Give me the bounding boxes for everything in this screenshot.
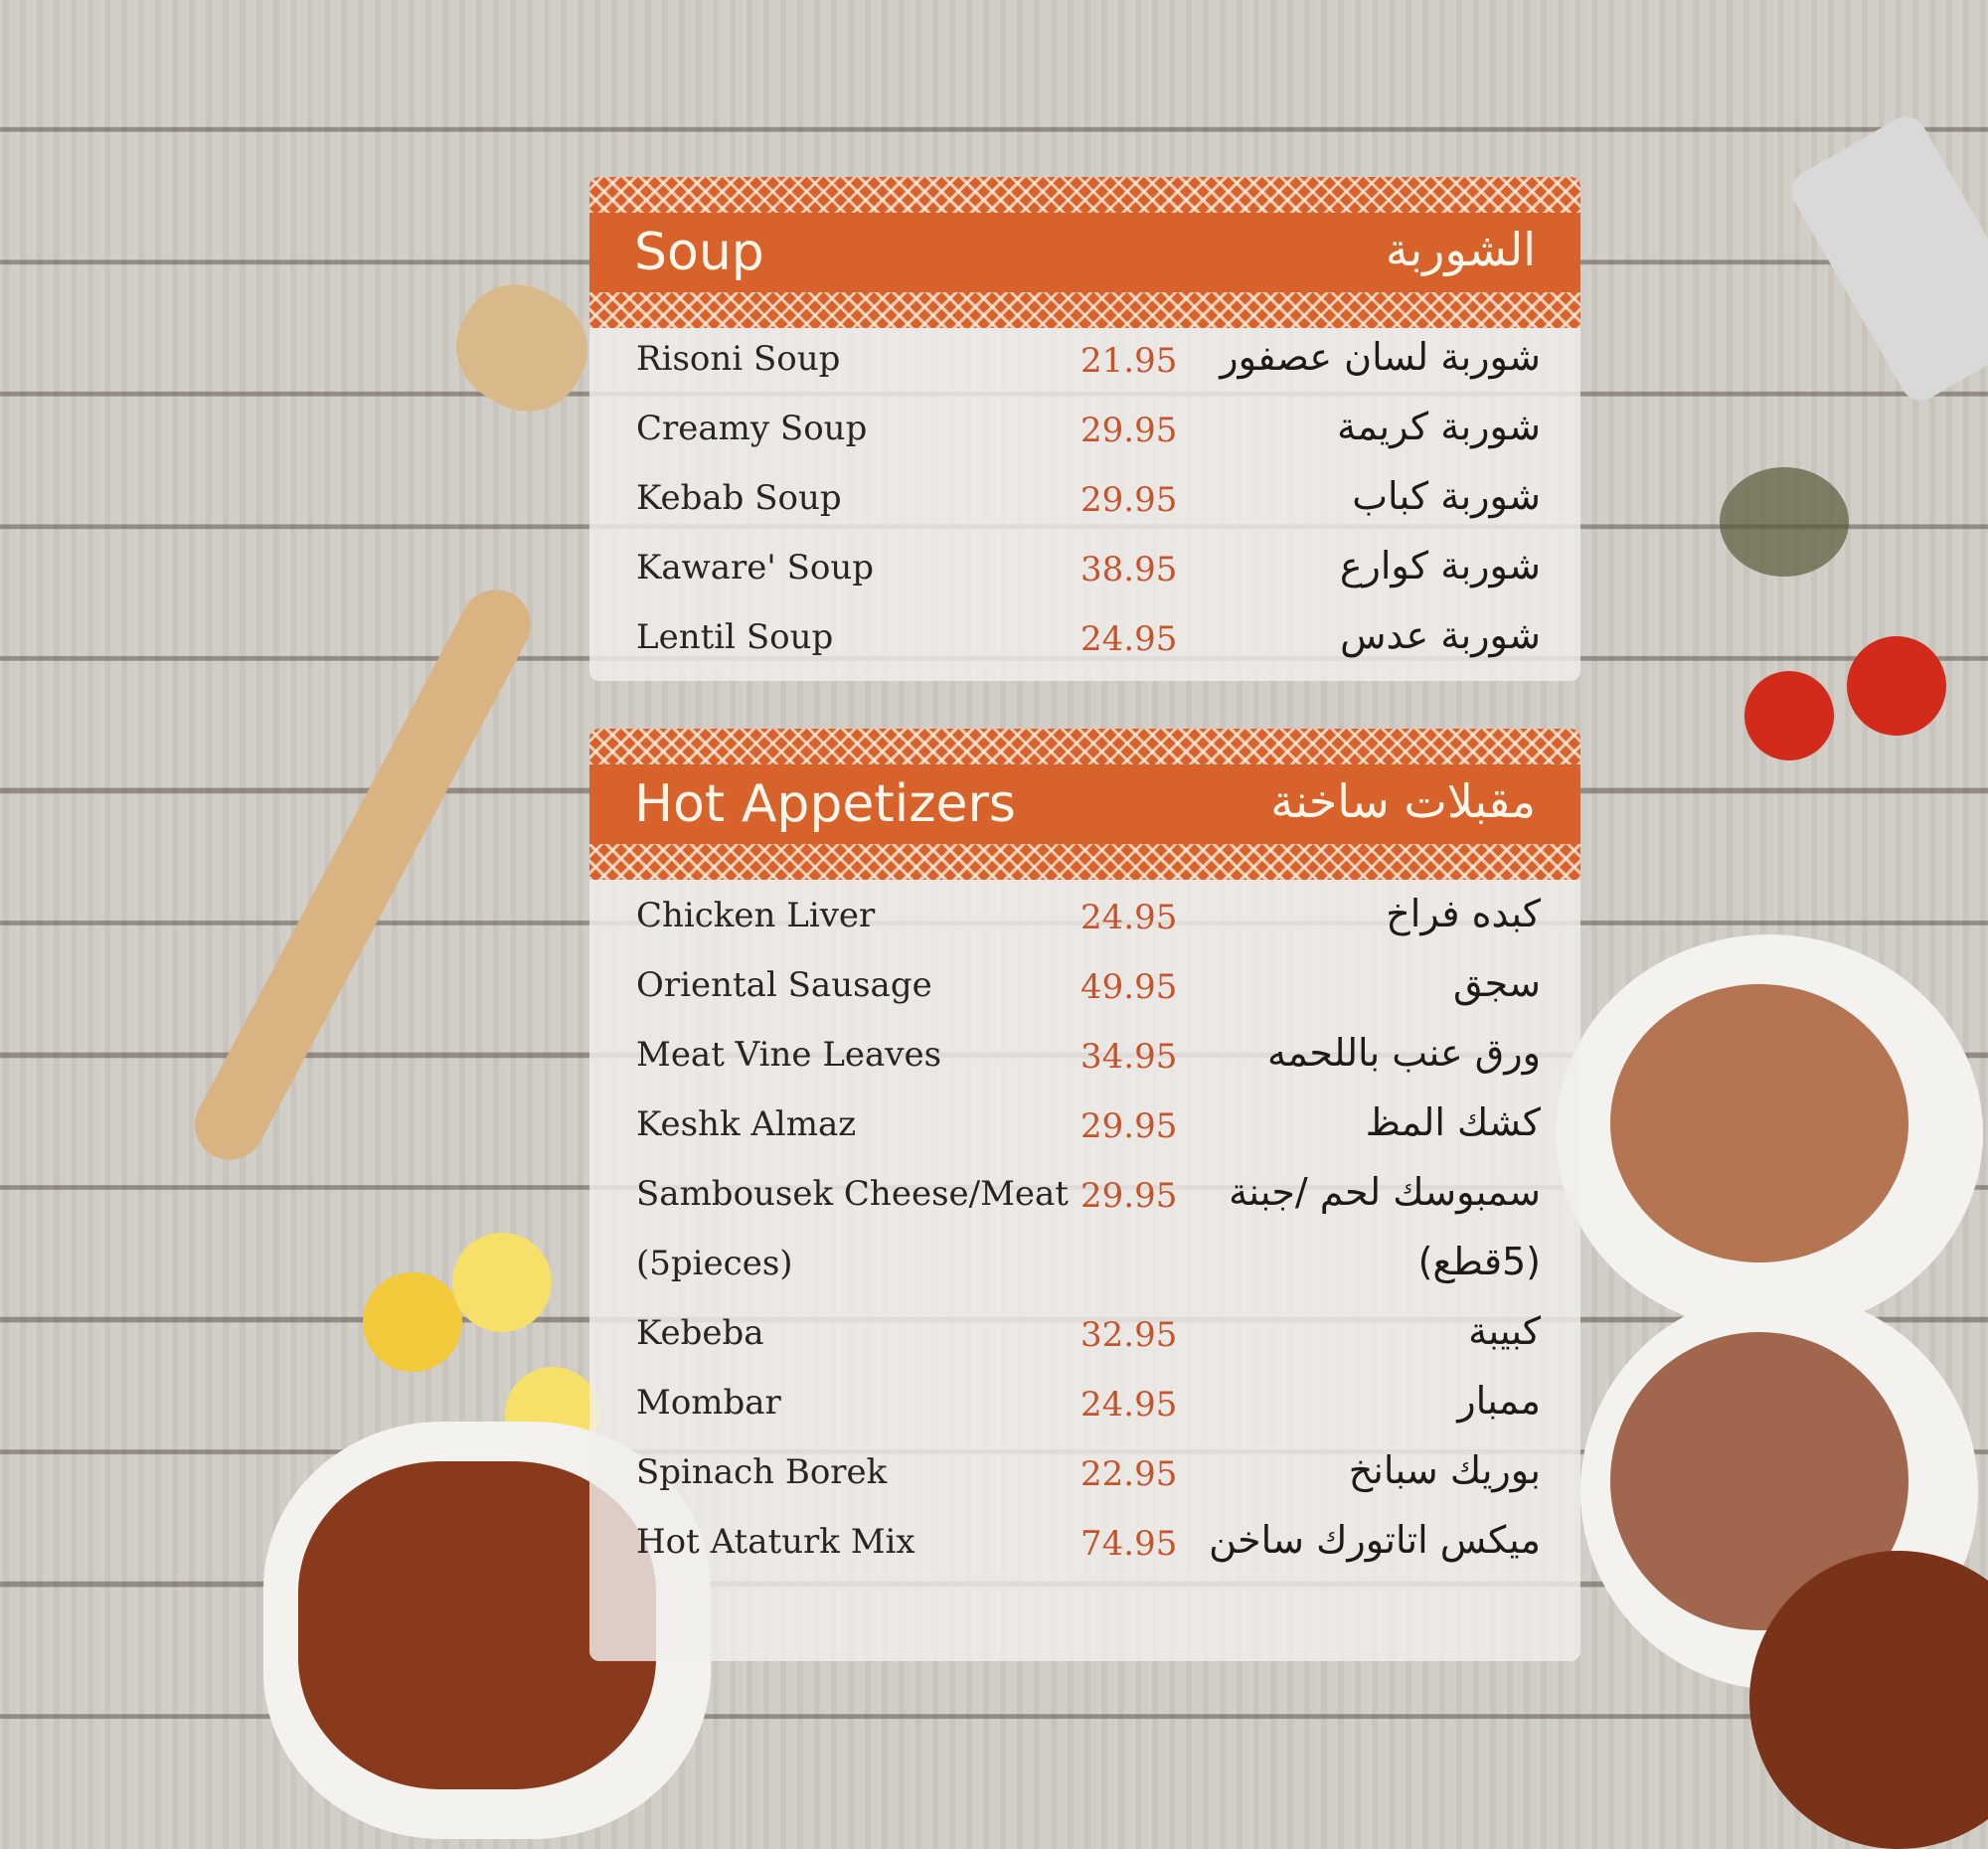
item-price: 24.95	[1080, 898, 1178, 937]
item-name-en: Lentil Soup	[636, 617, 834, 657]
item-name-en: Hot Ataturk Mix	[636, 1522, 915, 1562]
section-header: Hot Appetizers مقبلات ساخنة	[589, 729, 1580, 880]
ornament-pattern	[589, 844, 1580, 880]
item-name-ar: ورق عنب باللحمه	[1267, 1031, 1541, 1075]
item-name-en: Oriental Sausage	[636, 965, 932, 1005]
item-name-ar: كبده فراخ	[1386, 892, 1541, 935]
menu-item: Meat Vine Leaves 34.95 ورق عنب باللحمه	[589, 1027, 1580, 1096]
item-name-ar: ميكس اتاتورك ساخن	[1209, 1518, 1541, 1562]
section-title-en: Hot Appetizers	[634, 774, 1017, 834]
item-price: 29.95	[1080, 1106, 1178, 1146]
section-title-ar: مقبلات ساخنة	[1270, 774, 1536, 828]
item-name-en: (5pieces)	[636, 1244, 793, 1283]
item-name-ar: ممبار	[1457, 1379, 1541, 1423]
item-name-en: Creamy Soup	[636, 409, 868, 448]
menu-item: Sambousek Cheese/Meat 29.95 سمبوسك لحم /جب…	[589, 1166, 1580, 1236]
menu-item: Spinach Borek 22.95 بوريك سبانخ	[589, 1444, 1580, 1514]
item-price: 24.95	[1080, 619, 1178, 659]
menu-item: Risoni Soup 21.95 شوربة لسان عصفور	[589, 331, 1580, 401]
item-name-en: Sambousek Cheese/Meat	[636, 1174, 1069, 1214]
menu-item: Kebab Soup 29.95 شوربة كباب	[589, 470, 1580, 540]
item-name-en: Meat Vine Leaves	[636, 1035, 942, 1075]
tomato-image	[1744, 671, 1834, 760]
lemon-image	[363, 1272, 462, 1372]
item-name-en: Chicken Liver	[636, 896, 876, 935]
item-price: 34.95	[1080, 1037, 1178, 1077]
item-price: 29.95	[1080, 411, 1178, 450]
item-name-en: Spinach Borek	[636, 1452, 888, 1492]
hot-appetizers-section: Hot Appetizers مقبلات ساخنة Chicken Live…	[589, 729, 1580, 1661]
item-price: 32.95	[1080, 1315, 1178, 1355]
item-name-ar: سجق	[1452, 961, 1541, 1005]
menu-item: Oriental Sausage 49.95 سجق	[589, 957, 1580, 1027]
item-name-en: Kaware' Soup	[636, 548, 874, 588]
item-name-ar: شوربة كريمة	[1337, 405, 1541, 448]
menu-item: Kebeba 32.95 كبيبة	[589, 1305, 1580, 1375]
item-price: 38.95	[1080, 550, 1178, 589]
menu-item: Keshk Almaz 29.95 كشك المظ	[589, 1096, 1580, 1166]
item-name-ar: شوربة كباب	[1352, 474, 1541, 518]
item-name-en: Keshk Almaz	[636, 1104, 857, 1144]
soup-section: Soup الشوربة Risoni Soup 21.95 شوربة لسان …	[589, 177, 1580, 681]
tomato-image	[1847, 636, 1946, 736]
item-name-en: Kebab Soup	[636, 478, 842, 518]
menu-item: Hot Ataturk Mix 74.95 ميكس اتاتورك ساخن	[589, 1514, 1580, 1584]
menu-item: Mombar 24.95 ممبار	[589, 1375, 1580, 1444]
item-name-ar: كبيبة	[1468, 1309, 1541, 1353]
item-name-ar: شوربة لسان عصفور	[1220, 335, 1541, 379]
section-title-en: Soup	[634, 223, 764, 282]
menu-item: Chicken Liver 24.95 كبده فراخ	[589, 888, 1580, 957]
ornament-pattern	[589, 292, 1580, 328]
item-name-en: Risoni Soup	[636, 339, 841, 379]
herbs-image	[1720, 467, 1849, 577]
wooden-scoop-image	[435, 263, 608, 432]
item-price: 29.95	[1080, 1176, 1178, 1216]
item-price: 22.95	[1080, 1454, 1178, 1494]
item-name-ar: سمبوسك لحم /جبنة	[1229, 1170, 1541, 1214]
item-name-ar: كشك المظ	[1365, 1100, 1541, 1144]
item-name-en: Kebeba	[636, 1313, 764, 1353]
item-price: 74.95	[1080, 1524, 1178, 1564]
item-name-ar: شوربة عدس	[1340, 613, 1541, 657]
item-price: 29.95	[1080, 480, 1178, 520]
ornament-pattern	[589, 177, 1580, 213]
ornament-pattern	[589, 729, 1580, 764]
item-price: 24.95	[1080, 1385, 1178, 1425]
kibbeh-food-image	[1610, 984, 1908, 1262]
lemon-image	[452, 1233, 552, 1332]
salt-shaker-image	[1784, 108, 1988, 409]
item-name-ar: بوريك سبانخ	[1348, 1448, 1541, 1492]
section-header: Soup الشوربة	[589, 177, 1580, 328]
item-price: 21.95	[1080, 341, 1178, 381]
section-title-ar: الشوربة	[1385, 223, 1536, 276]
menu-item: Creamy Soup 29.95 شوربة كريمة	[589, 401, 1580, 470]
item-name-ar: (5قطع)	[1417, 1240, 1541, 1283]
wooden-spatula-image	[182, 578, 544, 1172]
item-price: 49.95	[1080, 967, 1178, 1007]
stew-dish-image	[1749, 1551, 1988, 1849]
menu-item: Lentil Soup 24.95 شوربة عدس	[589, 609, 1580, 679]
item-name-ar: شوربة كوارع	[1339, 544, 1541, 588]
menu-item: Kaware' Soup 38.95 شوربة كوارع	[589, 540, 1580, 609]
menu-item: (5pieces) (5قطع)	[589, 1236, 1580, 1305]
item-name-en: Mombar	[636, 1383, 781, 1423]
